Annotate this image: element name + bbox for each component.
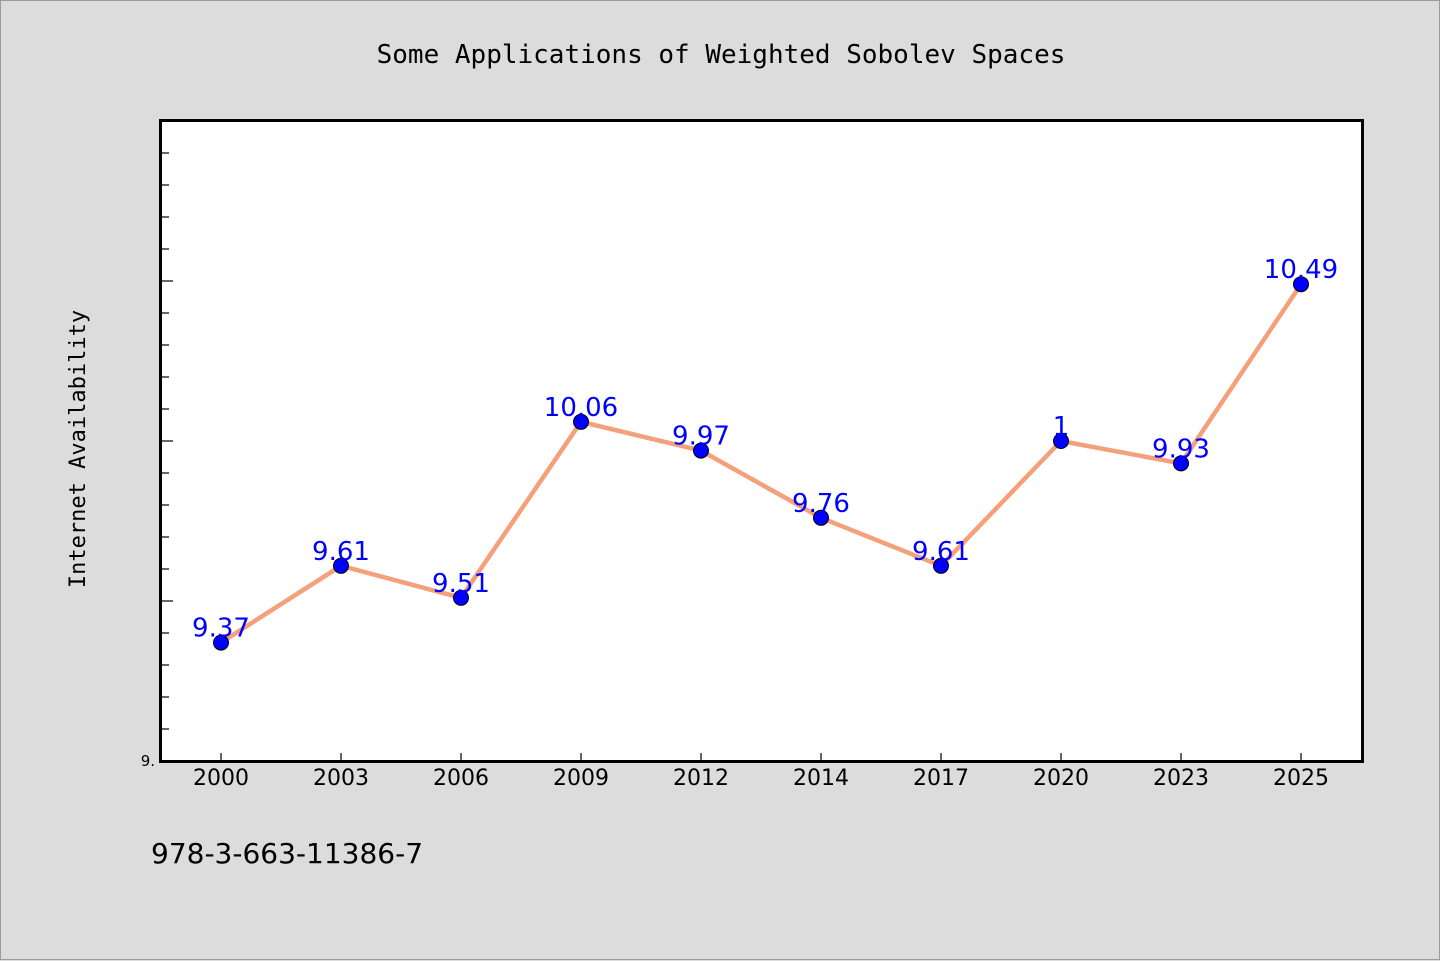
x-tick-label: 2000 [193,766,249,791]
data-label: 9.93 [1152,434,1210,464]
data-label: 9.51 [432,569,490,599]
chart-title: Some Applications of Weighted Sobolev Sp… [377,40,1066,70]
y-axis-label: Internet Availability [66,310,91,588]
data-label: 10.49 [1264,255,1338,285]
y-tick-label: 9. [141,752,155,770]
data-label: 1 [1053,412,1070,442]
isbn-text: 978-3-663-11386-7 [151,837,423,870]
data-label: 10.06 [544,393,618,423]
data-label: 9.61 [312,537,370,567]
data-point [1293,276,1309,293]
plot-area [159,119,1364,763]
data-label: 9.61 [912,537,970,567]
series-line [218,281,1304,645]
data-point [693,442,709,459]
x-tick-label: 2012 [673,766,729,791]
x-axis-ticks: 2000 2003 2006 2009 2012 2014 2017 2020 2023 2025 [193,753,1329,791]
data-point [333,557,349,574]
x-tick-label: 2025 [1273,766,1329,791]
x-tick-label: 2023 [1153,766,1209,791]
data-label: 9.37 [192,614,250,644]
data-point [573,413,589,430]
data-point [1053,433,1069,449]
x-tick-label: 2003 [313,766,369,791]
y-axis-ticks: 9. [141,152,173,770]
data-point [1173,455,1189,472]
x-tick-label: 2009 [553,766,609,791]
x-tick-label: 2014 [793,766,849,791]
data-label: 9.76 [792,489,850,519]
x-tick-label: 2020 [1033,766,1089,791]
x-tick-label: 2006 [433,766,489,791]
data-point [813,509,829,526]
series-layer: 9.37 9.61 9.51 10.06 9.97 9.76 9.61 1 9.93 10.49 [192,255,1338,651]
data-point [933,557,949,574]
data-point [453,589,469,606]
data-point [213,634,229,651]
data-label: 9.97 [672,422,730,452]
x-tick-label: 2017 [913,766,969,791]
